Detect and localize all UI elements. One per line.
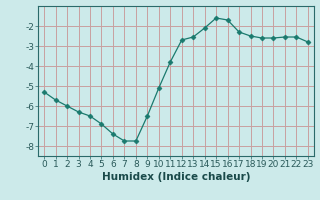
X-axis label: Humidex (Indice chaleur): Humidex (Indice chaleur) — [102, 172, 250, 182]
